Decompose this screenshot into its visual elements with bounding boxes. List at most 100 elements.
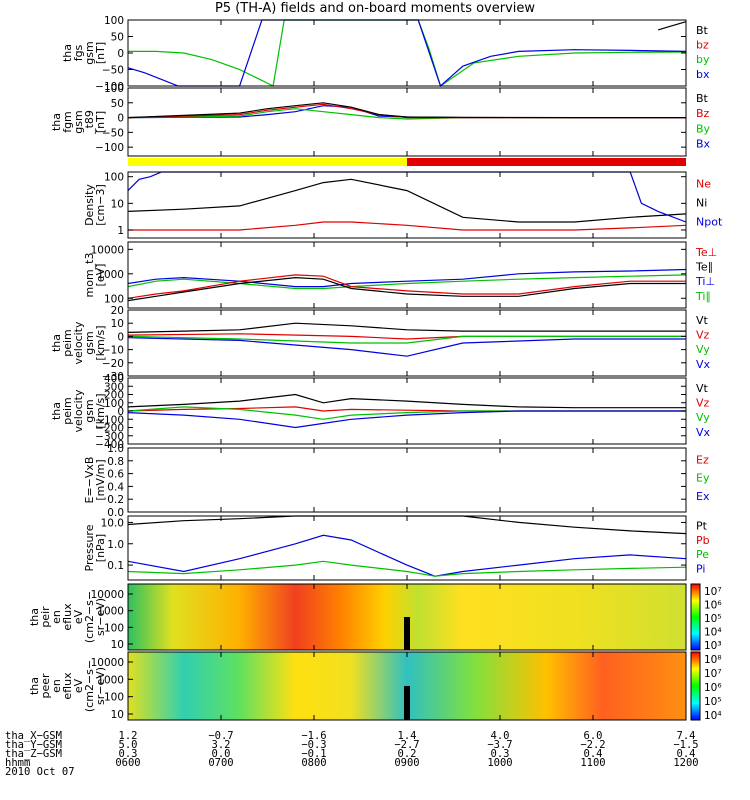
frame-temperature: [127, 241, 687, 309]
ytick-velocity1-4: −20: [102, 358, 124, 370]
ytick-velocity2-1: 300: [104, 381, 124, 393]
legend-velocity1-Vx: Vx: [696, 358, 711, 371]
footer-tick-0-z: 0.3: [119, 748, 138, 760]
legend-fgs-by: by: [696, 53, 710, 66]
legend-density-Ni: Ni: [696, 196, 707, 209]
footer-tick-3-z: 0.2: [398, 748, 417, 760]
ylabel-peir_spectrogram-3: eflux: [61, 603, 74, 631]
panel-density: Density[cm−3]100 10 1 Ne Ni Npot: [83, 171, 723, 239]
ytick-fgs-0: 100: [104, 15, 124, 27]
region-bar-red: [407, 158, 686, 166]
ytick-velocity2-7: −300: [95, 431, 124, 443]
series-fgs-Bt: [657, 21, 687, 31]
series-temperature-Ti⊥: [127, 268, 687, 288]
footer-tick-4-z: 0.3: [491, 748, 510, 760]
ytick-velocity2-8: −400: [95, 439, 124, 451]
ytick-pressure-0: 10.0: [101, 517, 124, 529]
ytick-peer_spectrogram-0: 10000: [91, 657, 124, 669]
ytick-efield-5: 0.0: [107, 507, 124, 519]
ylabel-velocity2-0: tha: [50, 402, 63, 420]
ylabel-velocity2-3: gsm: [83, 399, 96, 422]
ylabel-peir_spectrogram-0: tha: [28, 608, 41, 626]
legend-pressure-Pb: Pb: [696, 534, 710, 547]
series-fgs-by: [128, 19, 687, 87]
legend-density-Npot: Npot: [696, 215, 723, 228]
ylabel-pressure-0: Pressure: [83, 524, 96, 571]
ytick-peer_spectrogram-1: 1000: [97, 674, 124, 686]
legend-velocity2-Vy: Vy: [696, 411, 710, 424]
legend-velocity1-Vy: Vy: [696, 343, 710, 356]
legend-fgs-bz: bz: [696, 39, 709, 52]
legend-temperature-Ti⊥: Ti⊥: [695, 275, 715, 288]
footer-tick-2-x: −1.6: [301, 730, 326, 742]
cbar-tick-peer_spectrogram-4: 10⁴: [704, 710, 722, 722]
frame-fgm: [127, 87, 687, 157]
ylabel-velocity1-4: [km/s]: [94, 325, 107, 360]
series-velocity1-Vy: [127, 335, 686, 344]
ylabel-velocity2-2: velocity: [72, 389, 85, 432]
ytick-pressure-1: 1.0: [107, 539, 124, 551]
ylabel-fgs-3: [nT]: [94, 42, 107, 64]
legend-pressure-Pi: Pi: [696, 562, 705, 575]
ylabel-fgm-3: _t89: [83, 110, 96, 135]
data-gap-peir_spectrogram: [404, 617, 410, 650]
ytick-temperature-1: 1000: [97, 269, 124, 281]
ytick-fgs-3: −50: [102, 65, 124, 77]
ytick-density-0: 100: [104, 172, 124, 184]
cbar-tick-peir_spectrogram-1: 10⁶: [704, 600, 722, 612]
ylabel-peer_spectrogram-2: en: [50, 679, 63, 693]
footer-tick-4-y: −3.7: [487, 739, 512, 751]
colorbar-peer_spectrogram: [690, 651, 701, 721]
ytick-velocity1-2: 0: [117, 331, 124, 343]
footer-row-label-1: tha_Y−GSM: [5, 739, 62, 751]
footer-tick-6-y: −1.5: [673, 739, 698, 751]
footer-tick-1-x: −0.7: [208, 730, 233, 742]
legend-efield-Ey: Ey: [696, 472, 710, 485]
ytick-temperature-0: 10000: [91, 244, 124, 256]
series-fgm-Bz: [127, 103, 686, 119]
legend-fgs-Bt: Bt: [696, 24, 709, 37]
legend-velocity1-Vt: Vt: [696, 314, 709, 327]
ylabel-velocity1-0: tha: [50, 334, 63, 352]
ytick-efield-3: 0.4: [107, 481, 124, 493]
ylabel-fgs-1: fgs: [72, 44, 85, 61]
ytick-velocity2-0: 400: [104, 373, 124, 385]
series-temperature-Te∥: [127, 276, 686, 302]
legend-temperature-Te⊥: Te⊥: [695, 246, 717, 259]
ytick-efield-0: 1.0: [107, 443, 124, 455]
ytick-fgs-4: −100: [95, 81, 124, 93]
footer-tick-3-y: −2.7: [394, 739, 419, 751]
ylabel-peer_spectrogram-1: peer: [39, 673, 52, 699]
ytick-peir_spectrogram-3: 10: [111, 639, 124, 651]
footer-tick-4-t: 1000: [487, 757, 512, 769]
legend-pressure-Pt: Pt: [696, 520, 708, 533]
footer-row-label-3: hhmm: [5, 757, 30, 769]
legend-temperature-Te∥: Te∥: [695, 261, 713, 274]
footer-tick-6-t: 1200: [673, 757, 698, 769]
footer-tick-0-y: 5.0: [119, 739, 138, 751]
series-fgs-bx: [127, 19, 687, 88]
ytick-peir_spectrogram-0: 10000: [91, 589, 124, 601]
legend-efield-Ex: Ex: [696, 490, 710, 503]
ytick-fgm-2: 0: [117, 113, 124, 125]
ylabel-velocity2-1: peim: [61, 397, 74, 425]
ylabel-peir_spectrogram-5: (cm2−s−: [83, 591, 96, 643]
ylabel-velocity1-2: velocity: [72, 321, 85, 364]
ylabel-density-1: [cm−3]: [94, 184, 107, 226]
legend-pressure-Pe: Pe: [696, 548, 709, 561]
cbar-tick-peir_spectrogram-2: 10⁵: [704, 613, 722, 625]
ylabel-pressure-1: [nPa]: [94, 534, 107, 562]
legend-velocity1-Vz: Vz: [696, 329, 710, 342]
legend-velocity2-Vx: Vx: [696, 426, 711, 439]
footer-tick-1-y: 3.2: [212, 739, 231, 751]
footer-tick-2-z: −0.1: [301, 748, 326, 760]
colorbar-peir_spectrogram: [690, 583, 701, 651]
footer-tick-5-z: 0.4: [584, 748, 603, 760]
frame-pressure: [127, 515, 687, 581]
